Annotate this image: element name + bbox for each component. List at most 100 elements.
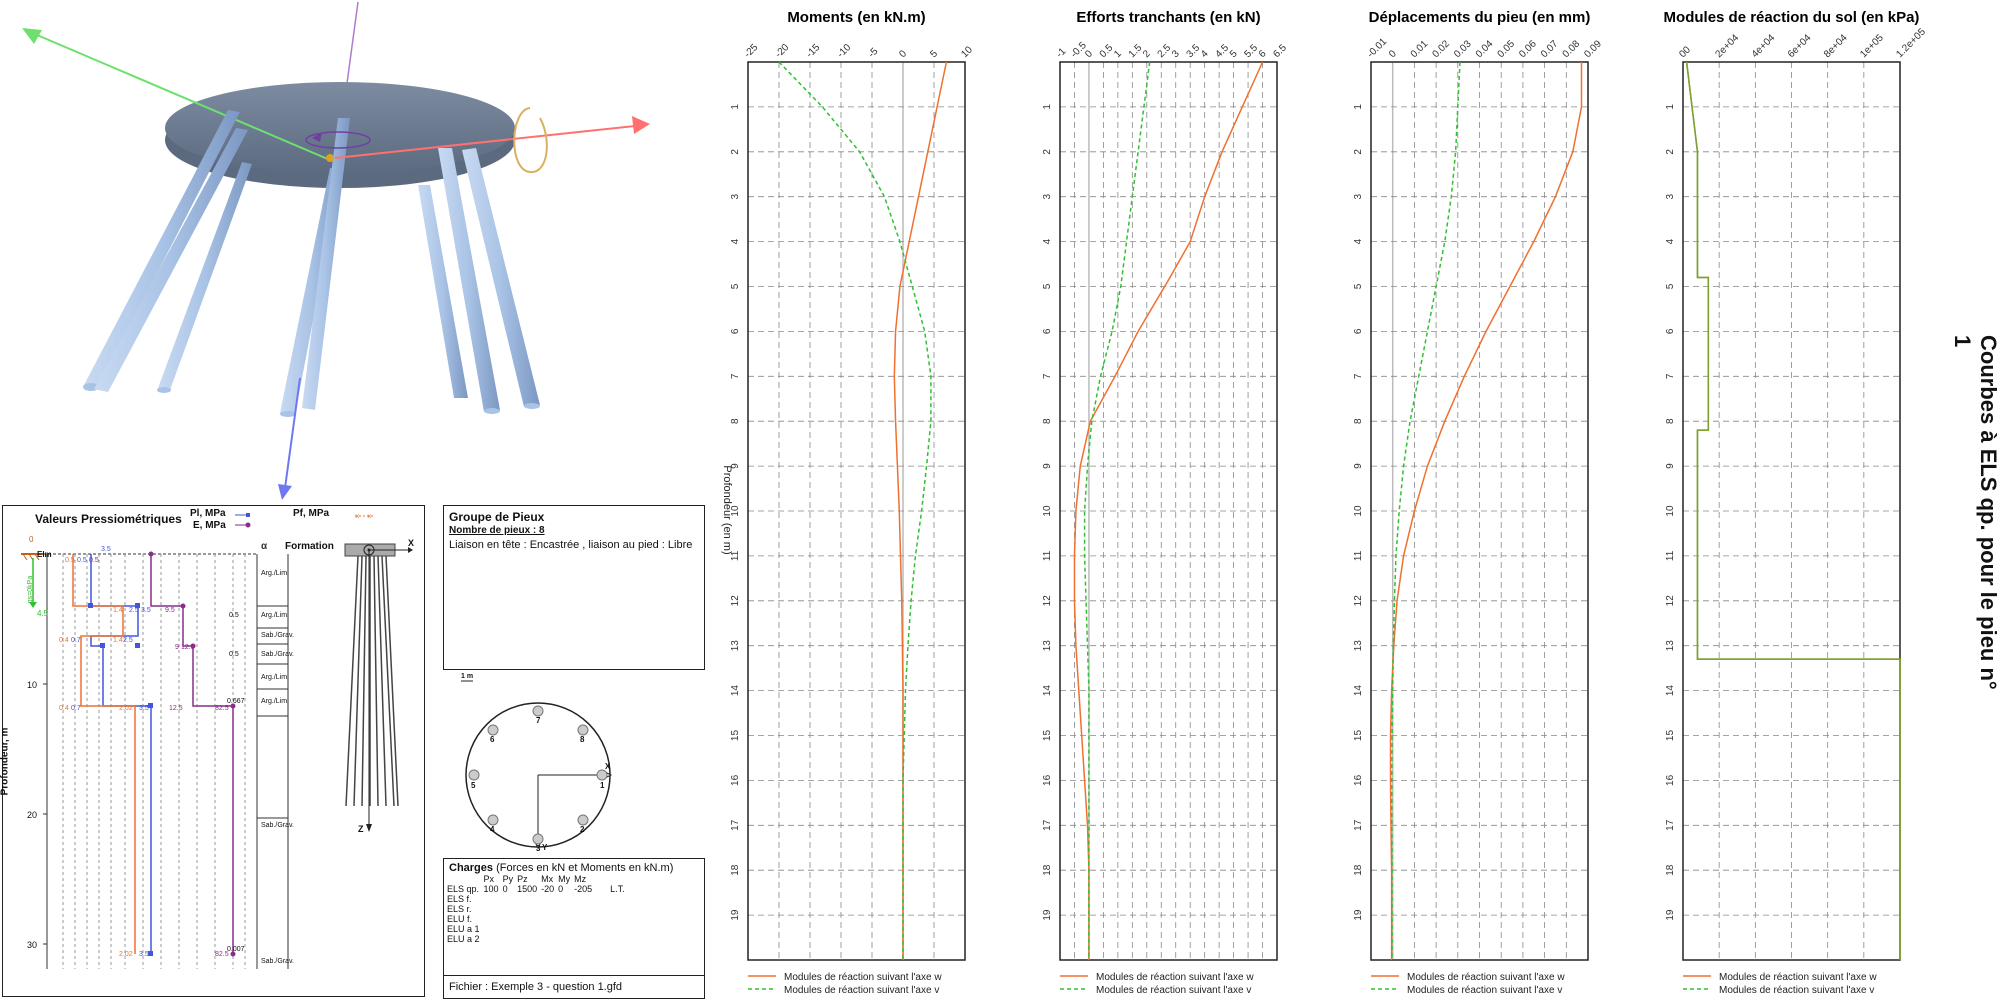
y-tick-label: 11 [730,550,741,561]
x-tick-label: 2 [1141,48,1153,60]
alpha-1: 0.5 [229,612,239,619]
y-tick-label: 15 [1042,730,1053,742]
y-tick-label: 8 [1042,418,1053,424]
formation-4: Sab./Grav. [261,651,294,658]
y-tick-label: 19 [1353,909,1364,921]
y-tick-label: 7 [730,373,741,379]
pile-count: Nombre de pieux : 8 [449,525,545,536]
charges-row-label: ELS qp. [447,884,480,894]
charges-row: ELS f. [447,894,629,904]
profile-value-16: 2.02 [119,705,133,712]
y-tick-label: 15 [1353,730,1364,742]
charges-panel: Charges (Forces en kN et Moments en kN.m… [443,858,705,978]
y-tick-label: 11 [1353,550,1364,561]
depth-axis-title: Profondeur (en m) [721,465,733,554]
charges-cell [517,924,541,934]
charges-cell [574,914,596,924]
alpha-3: 0.667 [227,698,245,705]
charges-row-extra [596,904,629,914]
legend-pf: Pf, MPa [293,508,330,519]
y-tick-label: 9 [1353,463,1364,469]
charges-cell: -20 [541,884,555,894]
y-tick-label: 9 [1665,463,1676,469]
pile-number-1: 1 [600,781,605,790]
y-tick-label: 16 [1665,774,1676,786]
y-tick-label: 12 [1353,595,1364,607]
charges-cell [517,894,541,904]
profile-value-19: 82.5 [215,705,229,712]
y-tick-label: 13 [730,640,741,652]
charges-col-mx: Mx [541,874,554,884]
pile-group-3d-view[interactable] [0,0,720,500]
charges-cell [503,924,518,934]
charges-cell [541,924,558,934]
y-tick-label: 16 [1353,774,1364,786]
plan-axis-y: Y [542,843,548,852]
pile-number-7: 7 [536,716,541,725]
y-tick-label: 14 [1042,685,1053,697]
alpha-header: α [261,541,268,552]
curves-side-title: Courbes à ELS qp. pour le pieu n° 1 [1950,335,2000,690]
schematic-axis-x: X [408,538,415,548]
legend-markers [235,513,251,528]
series-line-2 [1083,61,1151,960]
profile-value-8: 9 [175,644,179,651]
y-tick-label: 2 [730,149,741,155]
legend-pf-marker: × × [355,512,373,521]
charges-col-px: Px [483,874,495,884]
x-tick-label: 0.01 [1409,38,1431,60]
piles-3d [83,110,540,417]
group-title: Groupe de Pieux [449,510,545,524]
svg-text:×: × [367,512,372,521]
legend-label: Modules de réaction suivant l'axe v [1407,985,1562,996]
chart-2: Efforts tranchants (en kN)-1 -0.50 0.51 1.5… [1042,9,1289,996]
y-tick-label: 14 [1353,685,1364,697]
y-tick-label: 14 [730,685,741,697]
legend-label: Modules de réaction suivant l'axe w [1719,972,1877,983]
chart-4: Modules de réaction du sol (en kPa) 00 2e+… [1664,9,1929,996]
charges-col-mz: Mz [574,874,587,884]
legend-label: Modules de réaction suivant l'axe v [1096,985,1251,996]
x-tick-label: -15 [804,42,822,60]
chart-title: Modules de réaction du sol (en kPa) [1664,9,1920,26]
series-line-2 [778,61,932,960]
x-tick-label: 0.09 [1582,38,1604,60]
charges-cell [558,914,574,924]
chart-title: Déplacements du pieu (en mm) [1369,9,1591,26]
charges-cell [541,934,558,944]
y-tick-label: 1 [1042,104,1053,110]
y-tick-label: 15 [730,730,741,742]
pile-number-2: 2 [580,825,585,834]
charges-heading: Charges (Forces en kN et Moments en kN.m… [449,862,673,874]
profile-value-20: 2.02 [119,951,133,958]
charges-cell [574,934,596,944]
charges-cell: 0 [502,884,508,894]
pile-group-panel: Groupe de Pieux Nombre de pieux : 8 Liai… [443,505,705,670]
x-tick-label: 10 [959,44,975,60]
series-line-1 [1389,62,1583,960]
x-tick-label: 00 [1677,44,1693,60]
pressuremeter-title: Valeurs Pressiométriques [35,512,182,526]
charges-cell [517,914,541,924]
y-tick-label: 2 [1353,149,1364,155]
pile-number-8: 8 [580,735,585,744]
x-axis-arrowhead [632,116,650,134]
y-tick-label: 16 [1042,774,1053,786]
charges-cell [574,894,596,904]
alpha-2: 0.5 [229,651,239,658]
schematic-axis-z: Z [358,824,364,834]
chart-title: Efforts tranchants (en kN) [1076,9,1260,26]
charges-row-extra [596,924,629,934]
profile-value-9: 12.5 [181,644,195,651]
legend-label: Modules de réaction suivant l'axe w [1407,972,1565,983]
y-tick-label: 5 [1042,283,1053,289]
charges-body: ELS qp. 100 0 1500 -20 0 -205 L.T. ELS f. ELS r. E… [447,884,629,944]
z-axis-arrow [284,377,301,489]
formation-7: Sab./Grav. [261,822,294,829]
y-tick-label: 11 [1042,550,1053,561]
profile-value-23: 3.5 [101,546,111,553]
profile-value-18: 12.5 [169,705,183,712]
y-tick-label: 18 [730,864,741,876]
charges-title: Charges [449,862,494,874]
y-tick-label: 3 [1042,193,1053,199]
